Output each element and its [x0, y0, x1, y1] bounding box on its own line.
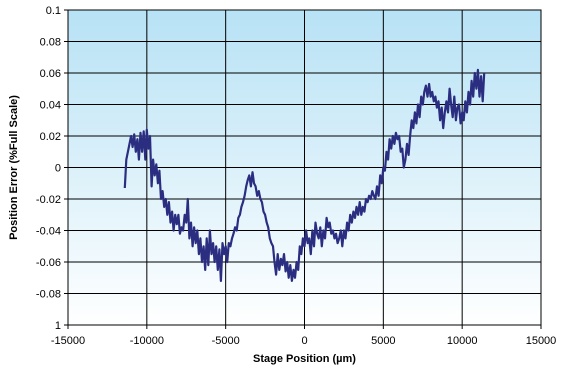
x-tick-label: 0 [301, 335, 307, 347]
y-tick-label: 0.02 [40, 131, 61, 143]
series-line [123, 68, 486, 282]
y-tick-label: 0.08 [40, 37, 61, 49]
y-tick-label: 0.06 [40, 68, 61, 80]
y-tick-label: -0.04 [36, 226, 61, 238]
y-tick-label: 0 [55, 163, 61, 175]
y-tick-label: -0.06 [36, 257, 61, 269]
x-axis-ticks: -15000 -10000 -5000 0 5000 10000 15000 [51, 325, 556, 347]
y-axis-title: Position Error (%Full Scale) [8, 95, 20, 240]
x-axis-title: Stage Position (µm) [253, 353, 356, 365]
x-tick-label: -10000 [130, 335, 164, 347]
x-tick-label: 15000 [526, 335, 557, 347]
y-axis-ticks: 0.1 0.08 0.06 0.04 0.02 0 -0.02 -0.04 -0.06 -0.08… [36, 5, 68, 332]
y-tick-label: -0.08 [36, 289, 61, 301]
y-tick-label: 0.1 [46, 5, 61, 17]
y-tick-label: 1 [55, 320, 61, 332]
series-layer [123, 68, 486, 282]
y-tick-label: 0.04 [40, 100, 61, 112]
x-tick-label: -5000 [212, 335, 240, 347]
x-tick-label: 10000 [447, 335, 478, 347]
y-tick-label: -0.02 [36, 194, 61, 206]
x-tick-label: -15000 [51, 335, 85, 347]
x-tick-label: 5000 [371, 335, 395, 347]
